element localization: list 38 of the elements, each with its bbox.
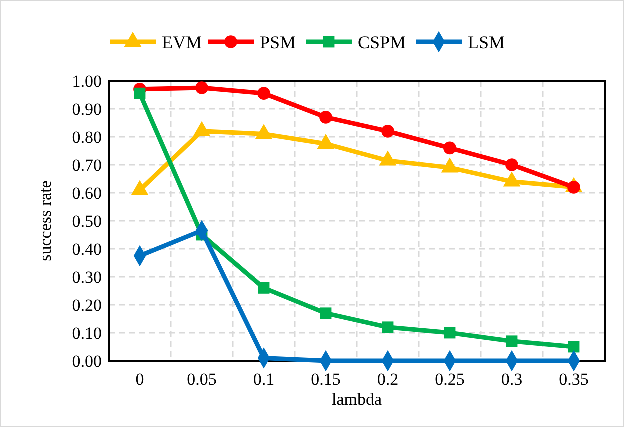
x-tick-label: 0.25 [435, 370, 465, 389]
y-axis-title: success rate [36, 180, 55, 262]
y-tick-label: 1.00 [72, 72, 102, 91]
legend-label: EVM [162, 32, 202, 52]
x-tick-label: 0.3 [501, 370, 523, 389]
y-tick-label: 0.20 [72, 296, 102, 315]
point [506, 336, 518, 348]
point [382, 124, 394, 138]
y-tick-label: 0.50 [72, 212, 102, 231]
point [320, 110, 332, 124]
point [506, 158, 518, 172]
y-tick-label: 0.00 [72, 352, 102, 371]
x-tick-label: 0.05 [187, 370, 217, 389]
x-tick-label: 0.1 [253, 370, 275, 389]
x-axis-title: lambda [332, 390, 382, 409]
point [444, 327, 456, 339]
point [444, 142, 456, 155]
point [258, 87, 270, 100]
point [196, 82, 208, 94]
x-tick-label: 0.15 [311, 370, 341, 389]
legend-label: LSM [468, 32, 506, 52]
y-tick-label: 0.10 [72, 324, 102, 343]
point [258, 282, 270, 294]
y-tick-label: 0.80 [72, 128, 102, 147]
x-tick-label: 0.35 [559, 370, 589, 389]
point [382, 322, 394, 334]
legend-label: PSM [260, 32, 296, 52]
point [568, 341, 580, 353]
y-tick-label: 0.70 [72, 156, 102, 175]
x-tick-label: 0 [136, 370, 144, 389]
y-tick-label: 0.40 [72, 240, 102, 259]
x-tick-label: 0.2 [377, 370, 399, 389]
point [134, 88, 146, 100]
legend-label: CSPM [358, 32, 406, 52]
point [320, 308, 332, 320]
y-tick-label: 0.60 [72, 184, 102, 203]
y-tick-label: 0.90 [72, 100, 102, 119]
y-tick-label: 0.30 [72, 268, 102, 287]
